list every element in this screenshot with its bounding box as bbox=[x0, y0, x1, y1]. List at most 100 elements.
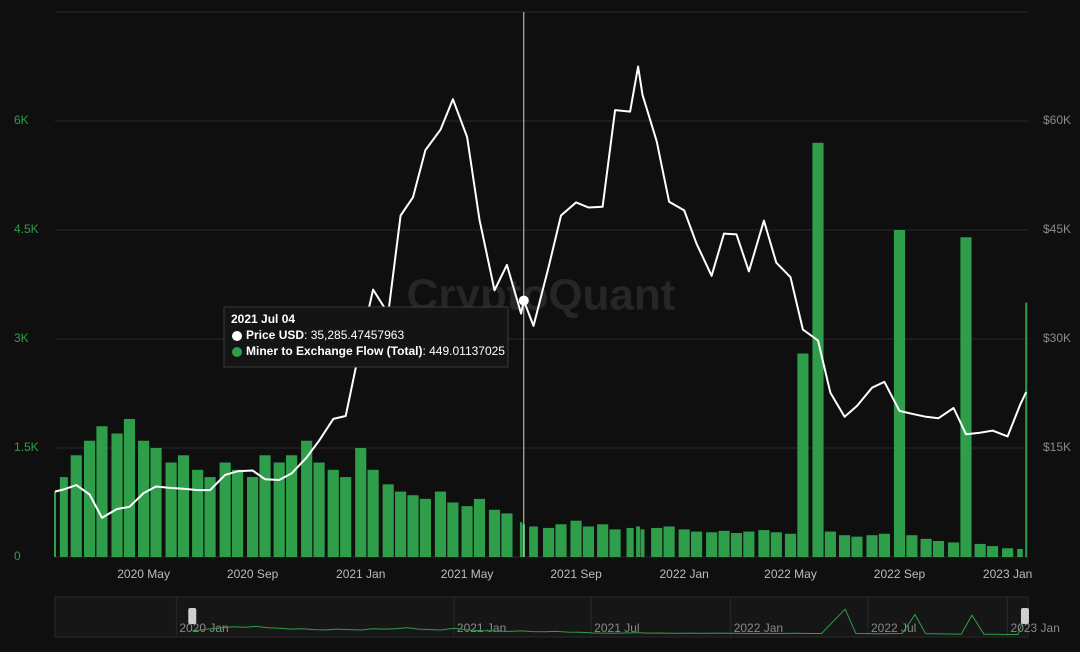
flow-bar bbox=[83, 440, 96, 557]
flow-bar bbox=[784, 533, 797, 557]
flow-bar bbox=[743, 531, 755, 557]
flow-bar bbox=[395, 491, 407, 557]
y2-tick-label: $30K bbox=[1043, 331, 1071, 345]
flow-bar bbox=[519, 522, 523, 557]
flow-bar bbox=[824, 531, 836, 557]
navigator-tick-label: 2022 Jul bbox=[871, 621, 916, 635]
flow-bar bbox=[259, 455, 271, 557]
flow-bar bbox=[718, 530, 730, 557]
flow-bar bbox=[273, 462, 285, 557]
flow-bar bbox=[111, 433, 123, 557]
flow-bar bbox=[138, 440, 150, 557]
flow-bar bbox=[555, 524, 567, 557]
flow-bar bbox=[609, 529, 621, 557]
y-tick-label: 4.5K bbox=[14, 222, 39, 236]
tooltip-swatch bbox=[232, 347, 242, 357]
flow-bar bbox=[986, 546, 999, 557]
navigator-tick-label: 2021 Jan bbox=[457, 621, 506, 635]
tooltip-box bbox=[223, 306, 509, 368]
x-tick-label: 2020 Sep bbox=[227, 567, 279, 581]
navigator-tick-label: 2020 Jan bbox=[179, 621, 228, 635]
flow-bar bbox=[301, 440, 313, 557]
flow-bar bbox=[758, 530, 770, 557]
flow-bar bbox=[419, 498, 431, 557]
tooltip-value: 35,285.47457963 bbox=[311, 328, 405, 342]
tooltip-swatch bbox=[232, 331, 242, 341]
flow-bar bbox=[543, 527, 555, 557]
flow-bar bbox=[812, 142, 824, 558]
flow-bar bbox=[770, 532, 782, 557]
flow-bar bbox=[382, 484, 394, 557]
flow-bar bbox=[678, 529, 690, 557]
x-tick-label: 2022 Sep bbox=[874, 567, 926, 581]
x-tick-label: 2023 Jan bbox=[983, 567, 1032, 581]
flow-bar bbox=[529, 526, 538, 557]
flow-bar bbox=[192, 469, 204, 557]
separator: : bbox=[304, 328, 311, 342]
flow-bar bbox=[706, 532, 718, 557]
flow-bar bbox=[932, 541, 945, 557]
y-tick-label: 6K bbox=[14, 113, 29, 127]
flow-bar bbox=[893, 230, 906, 557]
flow-bar bbox=[690, 531, 703, 557]
flow-bar bbox=[626, 527, 634, 557]
flow-bar bbox=[150, 448, 162, 557]
flow-bar bbox=[247, 477, 259, 557]
flow-bar bbox=[636, 526, 641, 557]
separator: : bbox=[422, 344, 429, 358]
flow-bar bbox=[640, 529, 645, 557]
flow-bar bbox=[878, 533, 891, 557]
x-tick-label: 2021 May bbox=[441, 567, 494, 581]
navigator[interactable] bbox=[54, 596, 1029, 638]
navigator-tick-label: 2022 Jan bbox=[734, 621, 783, 635]
flow-bar bbox=[866, 535, 878, 557]
navigator-handle[interactable] bbox=[188, 608, 197, 624]
flow-bar bbox=[204, 477, 216, 557]
flow-bar bbox=[920, 538, 932, 557]
tooltip-line: Price USD: 35,285.47457963 bbox=[246, 328, 404, 342]
flow-bar bbox=[59, 477, 68, 557]
flow-bar bbox=[730, 533, 743, 557]
flow-bar bbox=[219, 462, 231, 557]
flow-bar bbox=[407, 495, 419, 557]
flow-bar bbox=[96, 426, 108, 557]
y2-tick-label: $15K bbox=[1043, 440, 1071, 454]
x-tick-label: 2021 Jan bbox=[336, 567, 385, 581]
tooltip-value: 449.01137025 bbox=[429, 344, 505, 358]
flow-bar bbox=[231, 469, 244, 557]
flow-bar bbox=[797, 353, 809, 557]
tooltip-title: 2021 Jul 04 bbox=[231, 312, 295, 326]
flow-bar bbox=[974, 543, 986, 557]
flow-bar bbox=[54, 491, 56, 557]
x-tick-label: 2022 May bbox=[764, 567, 817, 581]
flow-bar bbox=[355, 448, 367, 557]
flow-bar bbox=[177, 455, 190, 557]
flow-bar bbox=[501, 513, 513, 557]
flow-bar bbox=[340, 477, 352, 557]
flow-bar bbox=[570, 520, 582, 557]
y-tick-label: 3K bbox=[14, 331, 29, 345]
flow-bar bbox=[663, 526, 675, 557]
flow-bar bbox=[434, 491, 447, 557]
x-tick-label: 2021 Sep bbox=[550, 567, 602, 581]
flow-bar bbox=[447, 502, 459, 557]
flow-bar bbox=[488, 509, 501, 557]
flow-bar bbox=[597, 524, 609, 557]
x-tick-label: 2022 Jan bbox=[659, 567, 708, 581]
flow-bar bbox=[651, 527, 663, 557]
flow-bar bbox=[286, 455, 298, 557]
price-line bbox=[54, 65, 1028, 519]
flow-bar bbox=[960, 237, 972, 557]
y-tick-label: 0 bbox=[14, 549, 21, 563]
navigator-handle[interactable] bbox=[1020, 608, 1029, 624]
flow-bar bbox=[582, 526, 595, 557]
y2-tick-label: $45K bbox=[1043, 222, 1071, 236]
x-tick-label: 2020 May bbox=[117, 567, 170, 581]
flow-bar bbox=[165, 462, 177, 557]
y-tick-label: 1.5K bbox=[14, 440, 39, 454]
tooltip-series-name: Price USD bbox=[246, 328, 304, 342]
flow-bar bbox=[906, 535, 918, 557]
